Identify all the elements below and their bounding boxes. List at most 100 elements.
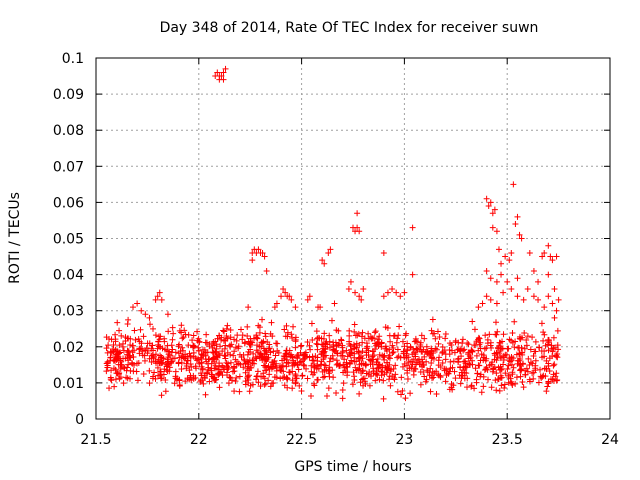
data-point	[367, 357, 374, 364]
data-point	[380, 395, 387, 402]
data-point	[520, 384, 527, 391]
data-point	[482, 357, 489, 364]
data-point	[292, 372, 299, 379]
data-point	[469, 361, 476, 368]
data-point	[493, 370, 500, 377]
data-point	[309, 337, 316, 344]
data-point	[113, 347, 120, 354]
data-point	[529, 334, 536, 341]
data-point	[349, 381, 356, 388]
data-point	[241, 340, 248, 347]
data-point	[219, 348, 226, 355]
x-tick-label: 23.5	[492, 432, 523, 448]
data-point	[398, 374, 405, 381]
data-point	[471, 326, 478, 333]
data-point	[186, 367, 193, 374]
data-point	[360, 382, 367, 389]
data-point	[327, 246, 334, 253]
data-point	[511, 344, 518, 351]
data-point	[514, 357, 521, 364]
data-point	[304, 375, 311, 382]
data-point	[187, 354, 194, 361]
data-point	[223, 333, 230, 340]
data-point	[339, 342, 346, 349]
data-point	[555, 296, 562, 303]
data-point	[434, 328, 441, 335]
data-point	[224, 363, 231, 370]
data-point	[374, 355, 381, 362]
data-point	[298, 342, 305, 349]
data-point	[178, 329, 185, 336]
data-point	[202, 339, 209, 346]
data-point	[508, 249, 515, 256]
data-point	[343, 347, 350, 354]
data-point	[190, 375, 197, 382]
data-point	[336, 340, 343, 347]
data-point	[493, 228, 500, 235]
data-point	[326, 344, 333, 351]
data-point	[119, 343, 126, 350]
data-point	[380, 249, 387, 256]
data-point	[269, 333, 276, 340]
data-point	[253, 376, 260, 383]
data-point	[180, 334, 187, 341]
data-point	[295, 352, 302, 359]
data-point	[289, 362, 296, 369]
data-point	[413, 345, 420, 352]
data-point	[448, 347, 455, 354]
data-point	[384, 324, 391, 331]
data-point	[148, 358, 155, 365]
data-point	[442, 378, 449, 385]
data-point	[200, 380, 207, 387]
data-point	[408, 364, 415, 371]
data-point	[229, 368, 236, 375]
data-point	[129, 360, 136, 367]
data-point	[221, 352, 228, 359]
data-point	[509, 369, 516, 376]
data-point	[509, 339, 516, 346]
data-point	[351, 345, 358, 352]
data-point	[448, 342, 455, 348]
data-point	[407, 390, 414, 397]
data-point	[240, 364, 247, 371]
data-point	[464, 375, 471, 382]
data-point	[466, 353, 473, 360]
data-point	[323, 392, 330, 399]
data-point	[203, 331, 210, 338]
data-point	[317, 304, 324, 311]
data-point	[372, 328, 379, 335]
data-point	[103, 334, 110, 341]
data-point	[355, 348, 362, 355]
data-point	[280, 286, 287, 293]
data-point	[328, 317, 335, 324]
data-point	[382, 343, 389, 350]
data-point	[478, 389, 485, 396]
data-point	[212, 349, 219, 356]
data-point	[364, 343, 371, 350]
data-point	[551, 286, 558, 293]
data-point	[190, 343, 197, 350]
data-point	[524, 286, 531, 293]
data-point	[486, 331, 493, 338]
data-point	[140, 333, 147, 340]
data-point	[225, 380, 232, 387]
data-point	[427, 388, 434, 395]
data-point	[368, 356, 375, 363]
data-point	[208, 365, 215, 372]
data-point	[390, 348, 397, 355]
data-point	[241, 357, 248, 364]
data-point	[481, 345, 488, 352]
data-point	[498, 374, 505, 381]
data-point	[346, 340, 353, 347]
data-point	[202, 391, 209, 398]
data-point	[396, 323, 403, 330]
data-point	[455, 355, 462, 362]
data-point	[409, 271, 416, 278]
data-point	[523, 342, 530, 349]
data-point	[384, 289, 391, 296]
data-point	[140, 370, 147, 377]
data-point	[523, 365, 530, 372]
data-point	[473, 338, 480, 345]
data-point	[284, 333, 291, 340]
data-point	[245, 359, 252, 366]
